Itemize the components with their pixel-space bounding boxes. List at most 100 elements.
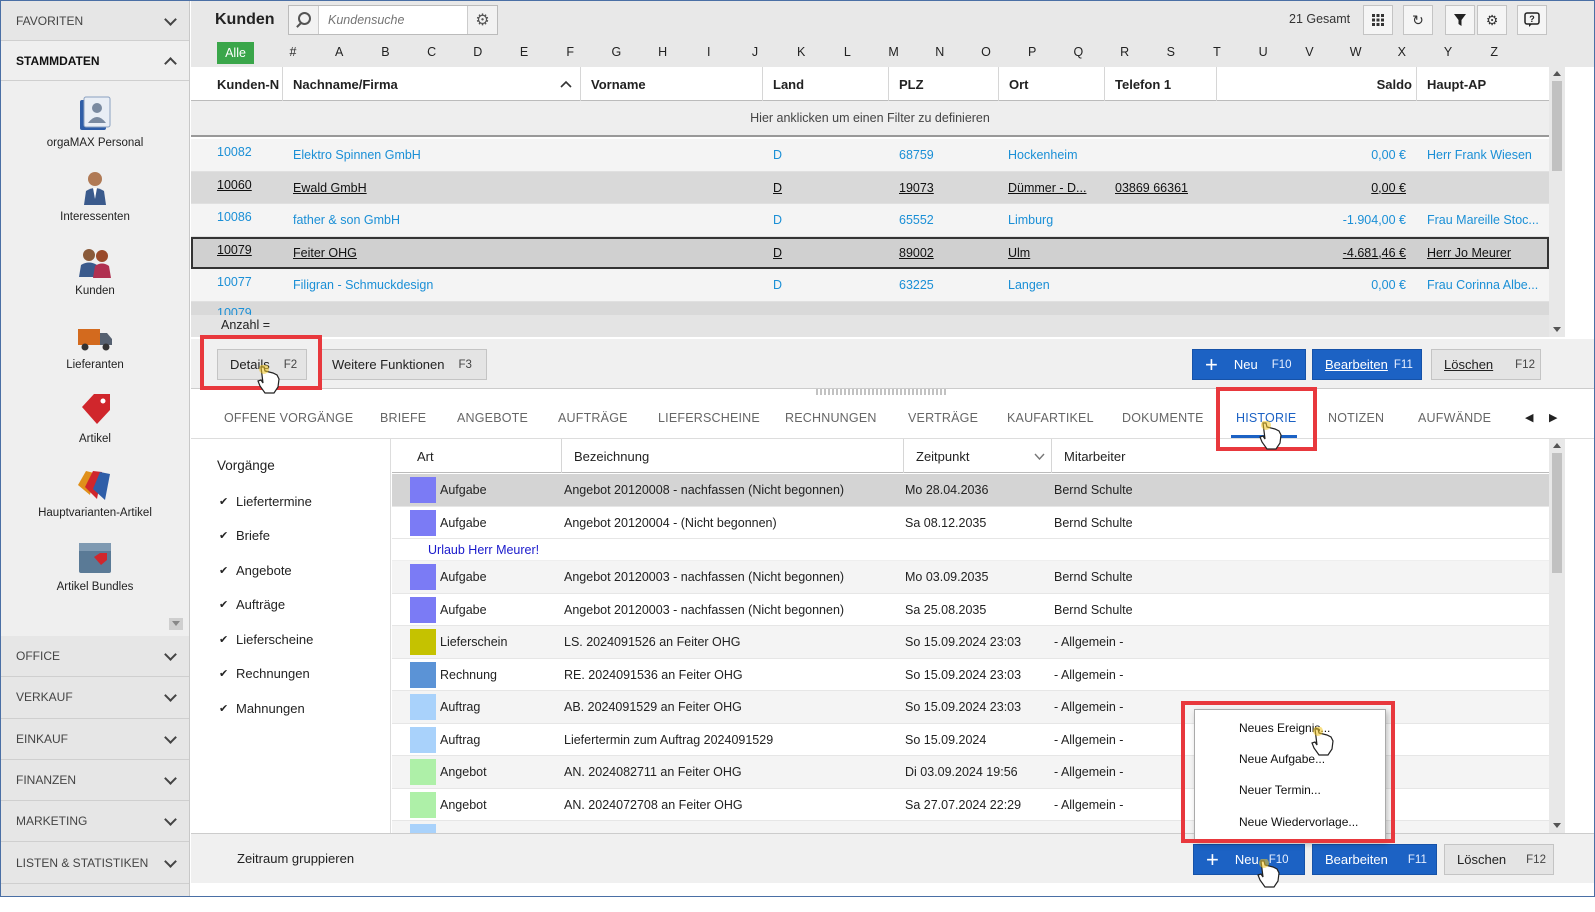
vorgaenge-filter-liefertermine[interactable]: ✔ Liefertermine: [219, 494, 312, 509]
alphabet-letter-i[interactable]: I: [707, 45, 711, 59]
tab-offene-vorgaenge[interactable]: OFFENE VORGÄNGE: [224, 411, 354, 425]
sidebar-item-lieferanten[interactable]: Lieferanten: [1, 303, 189, 377]
details-button[interactable]: Details F2: [217, 349, 307, 380]
alphabet-letter-j[interactable]: J: [751, 45, 759, 59]
vorgaenge-filter-auftraege[interactable]: ✔ Aufträge: [219, 597, 285, 612]
sidebar-item-artikel[interactable]: Artikel: [1, 377, 189, 451]
table-scrollbar[interactable]: [1549, 67, 1565, 337]
sidebar-section-einkauf[interactable]: EINKAUF: [1, 718, 189, 760]
alphabet-letter-o[interactable]: O: [981, 45, 991, 59]
history-row[interactable]: Aufgabe Angebot 20120004 - (Nicht begonn…: [392, 507, 1549, 539]
column-header-telefon[interactable]: Telefon 1: [1105, 67, 1217, 101]
history-scrollbar[interactable]: [1549, 439, 1565, 833]
table-row[interactable]: 10086 father & son GmbH D 65552 Limburg …: [191, 204, 1549, 237]
sidebar-section-office[interactable]: OFFICE: [1, 636, 189, 678]
sidebar-item-hauptvarianten-artikel[interactable]: Hauptvarianten-Artikel: [1, 451, 189, 525]
history-loeschen-button[interactable]: Löschen F12: [1444, 844, 1554, 875]
history-row[interactable]: Lieferschein LS. 2024091526 an Feiter OH…: [392, 626, 1549, 659]
tab-rechnungen[interactable]: RECHNUNGEN: [785, 411, 877, 425]
vorgaenge-filter-briefe[interactable]: ✔ Briefe: [219, 528, 270, 543]
sidebar-item-artikel-bundles[interactable]: Artikel Bundles: [1, 525, 189, 599]
zeitraum-gruppieren-checkbox[interactable]: Zeitraum gruppieren: [217, 851, 354, 866]
bearbeiten-button[interactable]: Bearbeiten F11: [1312, 349, 1422, 380]
loeschen-button[interactable]: Löschen F12: [1431, 349, 1541, 380]
vorgaenge-filter-angebote[interactable]: ✔ Angebote: [219, 563, 292, 578]
sidebar-section-favoriten[interactable]: FAVORITEN: [1, 1, 189, 41]
alphabet-letter-a[interactable]: A: [335, 45, 344, 59]
sidebar-section-finanzen[interactable]: FINANZEN: [1, 759, 189, 802]
scrollbar-thumb[interactable]: [1552, 81, 1562, 171]
alphabet-letter-m[interactable]: M: [888, 45, 899, 59]
sidebar-section-verkauf[interactable]: VERKAUF: [1, 677, 189, 719]
scroll-down-arrow-icon[interactable]: [1553, 823, 1561, 828]
history-row[interactable]: Auftrag Liefertermin zum Auftrag 2024091…: [392, 724, 1549, 756]
search-settings-gear-icon[interactable]: ⚙: [467, 6, 497, 34]
alphabet-all-button[interactable]: Alle: [217, 42, 254, 64]
alphabet-letter-w[interactable]: W: [1349, 45, 1362, 59]
tab-lieferscheine[interactable]: LIEFERSCHEINE: [658, 411, 760, 425]
alphabet-letter-x[interactable]: X: [1397, 45, 1406, 59]
tab-scroll-right-icon[interactable]: ▶: [1549, 412, 1558, 424]
table-row-partial[interactable]: 10079: [191, 301, 1549, 316]
sidebar-item-kunden[interactable]: Kunden: [1, 229, 189, 303]
alphabet-letter-u[interactable]: U: [1258, 45, 1268, 59]
history-row[interactable]: Aufgabe Angebot 20120003 - nachfassen (N…: [392, 561, 1549, 594]
tab-briefe[interactable]: BRIEFE: [380, 411, 427, 425]
column-header-bezeichnung[interactable]: Bezeichnung: [562, 439, 904, 473]
column-header-vorname[interactable]: Vorname: [581, 67, 763, 101]
table-row[interactable]: 10082 Elektro Spinnen GmbH D 68759 Hocke…: [191, 139, 1549, 172]
menu-item-neue-wiedervorlage[interactable]: Neue Wiedervorlage...: [1239, 815, 1359, 829]
history-row[interactable]: Aufgabe Angebot 20120008 - nachfassen (N…: [392, 474, 1549, 507]
alphabet-letter-k[interactable]: K: [797, 45, 806, 59]
column-header-land[interactable]: Land: [763, 67, 889, 101]
table-row-selected[interactable]: 10079 Feiter OHG D 89002 Ulm -4.681,46 €…: [191, 236, 1549, 269]
alphabet-letter-z[interactable]: Z: [1490, 45, 1498, 59]
scroll-up-arrow-icon[interactable]: [1553, 71, 1561, 76]
vorgaenge-filter-lieferscheine[interactable]: ✔ Lieferscheine: [219, 632, 313, 647]
tab-auftraege[interactable]: AUFTRÄGE: [558, 411, 628, 425]
filter-button[interactable]: [1445, 5, 1475, 35]
alphabet-letter-n[interactable]: N: [935, 45, 945, 59]
tab-scroll-left-icon[interactable]: ◀: [1525, 412, 1534, 424]
menu-item-neues-ereignis[interactable]: Neues Ereignis...: [1239, 721, 1331, 735]
alphabet-letter-f[interactable]: F: [566, 45, 574, 59]
tab-aufwaende[interactable]: AUFWÄNDE: [1418, 411, 1492, 425]
vorgaenge-filter-mahnungen[interactable]: ✔ Mahnungen: [219, 701, 305, 716]
column-header-zeitpunkt[interactable]: Zeitpunkt: [904, 439, 1052, 473]
panel-splitter[interactable]: [816, 389, 948, 395]
alphabet-letter-s[interactable]: S: [1166, 45, 1175, 59]
settings-button[interactable]: ⚙: [1477, 5, 1507, 35]
alphabet-letter-q[interactable]: Q: [1073, 45, 1084, 59]
sidebar-item-orgamax-personal[interactable]: orgaMAX Personal: [1, 81, 189, 155]
history-note[interactable]: Urlaub Herr Meurer!: [392, 539, 1549, 561]
alphabet-letter-v[interactable]: V: [1305, 45, 1314, 59]
alphabet-letter-h[interactable]: H: [658, 45, 668, 59]
menu-item-neuer-termin[interactable]: Neuer Termin...: [1239, 783, 1321, 797]
sidebar-scroll-down-button[interactable]: [169, 618, 183, 630]
alphabet-letter-b[interactable]: B: [381, 45, 390, 59]
table-row[interactable]: 10077 Filigran - Schmuckdesign D 63225 L…: [191, 269, 1549, 302]
alphabet-letter-e[interactable]: E: [519, 45, 529, 59]
column-header-mitarbeiter[interactable]: Mitarbeiter: [1064, 448, 1126, 464]
search-icon[interactable]: [289, 6, 319, 34]
sidebar-section-marketing[interactable]: MARKETING: [1, 801, 189, 843]
neu-button[interactable]: + Neu F10: [1192, 349, 1306, 380]
column-header-haupt-ap[interactable]: Haupt-AP: [1427, 76, 1487, 92]
history-bearbeiten-button[interactable]: Bearbeiten F11: [1312, 844, 1437, 875]
tab-kaufartikel[interactable]: KAUFARTIKEL: [1007, 411, 1094, 425]
sidebar-item-interessenten[interactable]: Interessenten: [1, 155, 189, 229]
alphabet-letter-c[interactable]: C: [427, 45, 437, 59]
column-header-kunden-nr[interactable]: Kunden-N: [191, 67, 283, 101]
history-row[interactable]: Rechnung RE. 2024091536 an Feiter OHG So…: [392, 659, 1549, 691]
alphabet-letter-y[interactable]: Y: [1443, 45, 1453, 59]
search-input[interactable]: [319, 6, 467, 34]
filter-row[interactable]: Hier anklicken um einen Filter zu defini…: [191, 101, 1549, 137]
sidebar-section-listen-statistiken[interactable]: LISTEN & STATISTIKEN: [1, 842, 189, 884]
column-header-plz[interactable]: PLZ: [889, 67, 999, 101]
column-header-nachname[interactable]: Nachname/Firma: [283, 67, 581, 101]
history-row[interactable]: Aufgabe Angebot 20120003 - nachfassen (N…: [392, 594, 1549, 626]
history-neu-button[interactable]: + Neu F10: [1193, 844, 1305, 875]
tab-historie[interactable]: HISTORIE: [1236, 411, 1297, 425]
scroll-up-arrow-icon[interactable]: [1553, 443, 1561, 448]
scrollbar-thumb[interactable]: [1552, 453, 1562, 573]
